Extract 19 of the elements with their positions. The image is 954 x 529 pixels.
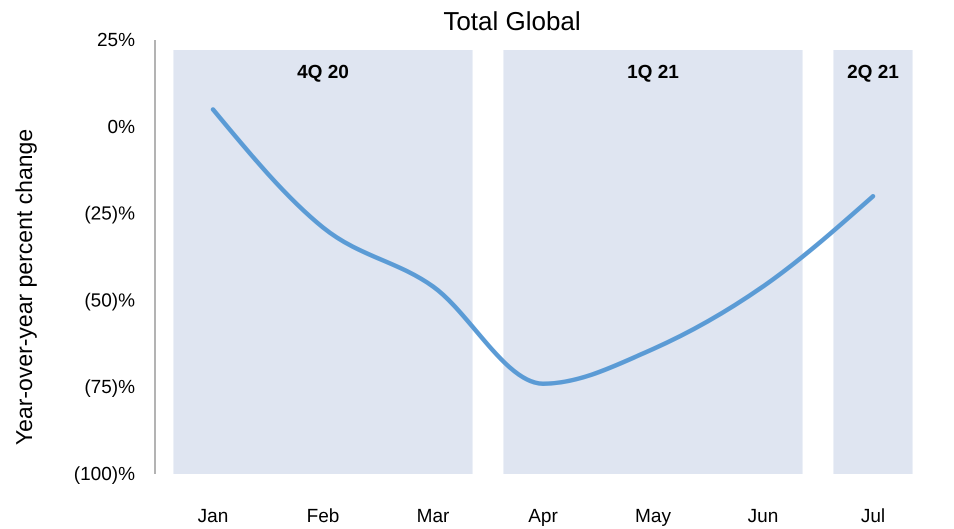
y-axis-title: Year-over-year percent change (11, 128, 37, 446)
band-label: 1Q 21 (627, 62, 680, 83)
band-label: 2Q 21 (847, 62, 900, 83)
x-tick-label: Jul (860, 506, 886, 527)
line-series (210, 107, 876, 386)
x-tick-label: Mar (416, 506, 450, 527)
x-tick-label: Feb (306, 506, 340, 527)
y-tick-label: (50)% (84, 290, 136, 312)
band-label: 4Q 20 (297, 62, 349, 83)
chart-title: Total Global (443, 6, 581, 36)
x-tick-label: Jan (198, 506, 228, 527)
x-tick-label: Jun (748, 506, 778, 527)
x-tick-label: May (635, 506, 672, 527)
y-tick-label: (25)% (84, 204, 136, 225)
y-tick-label: (75)% (84, 377, 136, 398)
y-tick-label: 0% (108, 116, 136, 138)
x-tick-label: Apr (528, 506, 558, 527)
y-tick-label: (100)% (74, 464, 136, 485)
y-tick-label: 25% (96, 30, 136, 51)
